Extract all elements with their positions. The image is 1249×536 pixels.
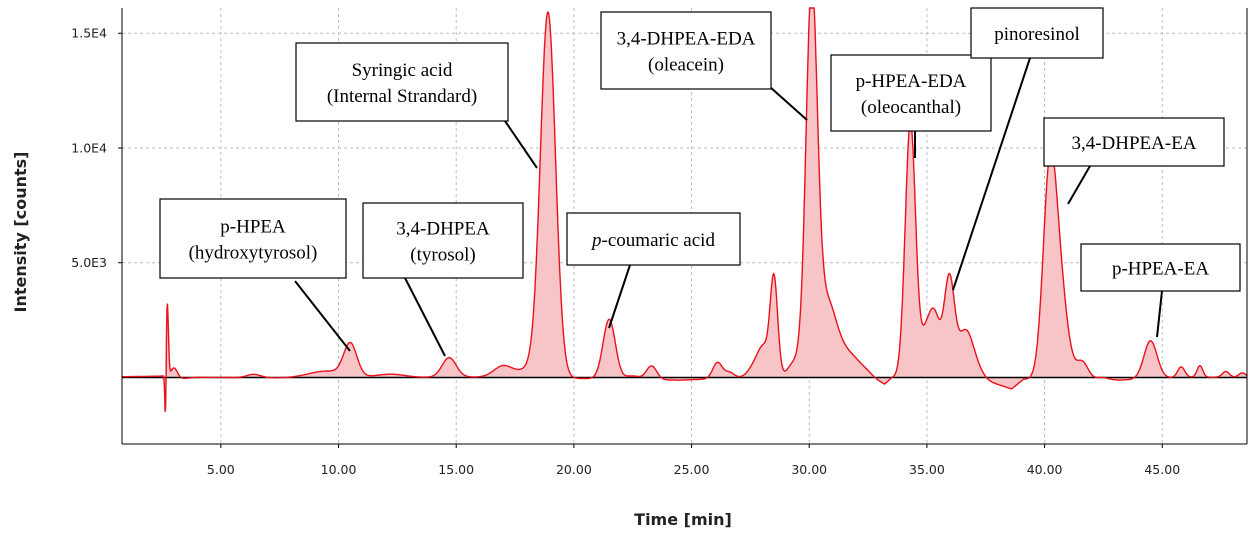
chromatogram-trace [122, 7, 1248, 412]
x-tick-label-6: 30.00 [791, 462, 827, 477]
annotation-text-3-2: (Internal Strandard) [327, 86, 477, 107]
x-tick-label-2: 10.00 [321, 462, 357, 477]
annotation-text-5-1: 3,4-DHPEA-EDA [617, 29, 756, 50]
annotation-leader-2 [404, 277, 446, 357]
annotation-8: 3,4-DHPEA-EA [1043, 117, 1225, 205]
x-tick-label-8: 40.00 [1027, 462, 1063, 477]
annotation-box-1 [159, 198, 347, 279]
annotation-leader-4 [608, 264, 631, 329]
x-tick-label-5: 25.00 [674, 462, 710, 477]
x-tick-label-4: 20.00 [556, 462, 592, 477]
annotation-box-8 [1043, 117, 1225, 167]
annotation-text-3-1: Syringic acid [352, 60, 453, 81]
annotation-4: p-coumaric acid [566, 212, 741, 329]
annotation-9: p-HPEA-EA [1080, 243, 1241, 338]
annotation-box-7 [970, 7, 1104, 59]
x-tick-label-9: 45.00 [1144, 462, 1180, 477]
annotation-box-6 [830, 54, 992, 132]
annotation-box-3 [295, 42, 509, 122]
plot-frame [121, 8, 1248, 445]
annotation-text-1-1: p-HPEA [220, 217, 286, 238]
x-axis-ticks: 5.00 10.00 15.00 20.00 25.00 30.00 35.00 40.00 4… [207, 444, 1180, 477]
annotation-6: p-HPEA-EDA (oleocanthal) [830, 54, 992, 158]
x-tick-label-7: 35.00 [909, 462, 945, 477]
annotation-text-4-1: p-coumaric acid [590, 230, 715, 251]
y-tick-label-2: 1.0E4 [71, 140, 107, 155]
x-axis-title: Time [min] [634, 510, 732, 529]
annotation-box-9 [1080, 243, 1241, 292]
annotation-2: 3,4-DHPEA (tyrosol) [362, 202, 524, 357]
annotation-5: 3,4-DHPEA-EDA (oleacein) [600, 11, 808, 121]
annotation-text-7-1: pinoresinol [994, 24, 1080, 45]
y-axis-ticks: 5.0E3 1.0E4 1.5E4 [71, 26, 122, 270]
annotation-text-8-1: 3,4-DHPEA-EA [1071, 133, 1196, 154]
x-tick-label-1: 5.00 [207, 462, 235, 477]
annotation-text-9-1: p-HPEA-EA [1112, 259, 1209, 280]
annotation-3: Syringic acid (Internal Strandard) [295, 42, 538, 169]
annotation-box-5 [600, 11, 772, 90]
annotation-text-5-2: (oleacein) [648, 55, 724, 76]
annotation-box-2 [362, 202, 524, 279]
annotation-text-6-1: p-HPEA-EDA [856, 71, 967, 92]
y-tick-label-1: 5.0E3 [71, 255, 107, 270]
annotation-leader-8 [1067, 165, 1091, 205]
annotation-leader-9 [1156, 290, 1163, 338]
annotation-leader-7 [952, 57, 1031, 291]
annotation-box-4 [566, 212, 741, 266]
annotation-text-6-2: (oleocanthal) [861, 97, 961, 118]
annotation-leader-3 [504, 120, 538, 169]
annotation-text-2-2: (tyrosol) [410, 245, 475, 266]
annotation-1: p-HPEA (hydroxytyrosol) [159, 198, 351, 352]
annotation-text-1-2: (hydroxytyrosol) [189, 243, 318, 264]
y-axis-title: Intensity [counts] [11, 152, 30, 313]
y-tick-label-3: 1.5E4 [71, 26, 107, 41]
annotation-leader-5 [769, 86, 808, 121]
annotation-7: pinoresinol [952, 7, 1104, 291]
x-tick-label-3: 15.00 [438, 462, 474, 477]
annotation-text-2-1: 3,4-DHPEA [396, 219, 490, 240]
annotation-leader-1 [294, 280, 351, 352]
peak-annotations: p-HPEA (hydroxytyrosol) 3,4-DHPEA (tyrosol)… [159, 7, 1241, 357]
